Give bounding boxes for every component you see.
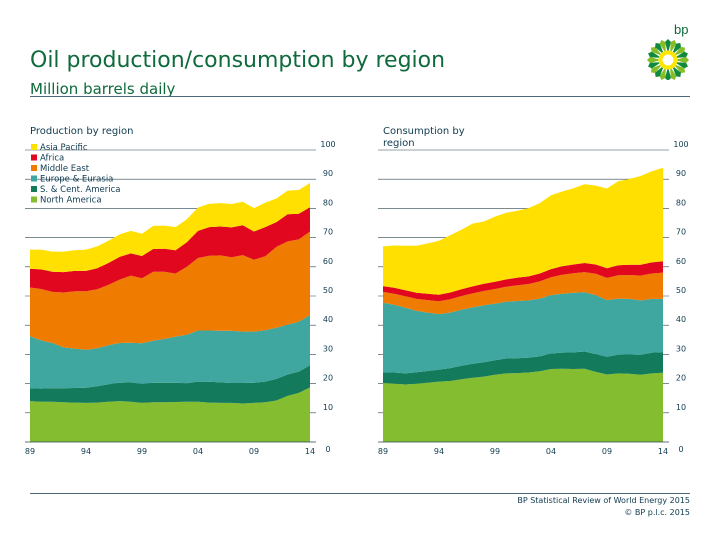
production-ytick-label: 10 [323, 403, 333, 412]
production-area-s-cent-america [30, 365, 310, 404]
consumption-xtick-label: 99 [490, 447, 500, 456]
production-area-africa [30, 207, 310, 293]
bp-helios-logo: bp [647, 22, 689, 80]
logo-petal [672, 65, 682, 77]
footer-source: BP Statistical Review of World Energy 20… [517, 496, 690, 505]
production-legend-swatch-africa [31, 154, 37, 161]
footer-copyright: © BP p.l.c. 2015 [624, 508, 690, 517]
consumption-ytick-label: 30 [676, 344, 686, 353]
production-ytick-label: 60 [323, 257, 333, 266]
production-xtick-label: 14 [305, 447, 315, 456]
production-legend-label-middle-east: Middle East [40, 164, 90, 174]
logo-petal [670, 66, 677, 80]
consumption-ytick-label: 0 [678, 445, 683, 454]
production-area-europe-eurasia [30, 315, 310, 389]
production-xtick-label: 89 [25, 447, 35, 456]
production-ytick-label: 20 [323, 374, 333, 383]
production-panel-title: Production by region [30, 126, 134, 137]
production-ytick-label: 70 [323, 228, 333, 237]
production-xtick-label: 99 [137, 447, 147, 456]
production-xtick-label: 04 [193, 447, 203, 456]
consumption-panel-title: Consumption by region [383, 126, 465, 149]
logo-petal [665, 39, 671, 53]
logo-petal [665, 67, 671, 80]
footer-divider [30, 493, 690, 494]
logo-petal [659, 66, 666, 80]
consumption-xtick-label: 14 [658, 447, 668, 456]
production-legend-swatch-asia-pacific [31, 144, 37, 150]
consumption-area-north-america [383, 368, 663, 442]
logo-petal [648, 51, 662, 58]
production-ytick-label: 50 [323, 286, 333, 295]
logo-petal [670, 40, 677, 54]
logo-petal [659, 40, 666, 54]
production-ytick-label: 100 [320, 140, 335, 149]
consumption-ytick-label: 60 [676, 257, 686, 266]
production-ytick-label: 40 [323, 315, 333, 324]
production-legend-label-north-america: North America [40, 196, 102, 206]
consumption-ytick-label: 50 [676, 286, 686, 295]
production-area-north-america [30, 387, 310, 442]
logo-petal [654, 65, 664, 77]
consumption-area-europe-eurasia [383, 292, 663, 374]
production-ytick-label: 90 [323, 169, 333, 178]
logo-petal [675, 57, 689, 63]
consumption-area-africa [383, 261, 663, 302]
production-ytick-label: 0 [325, 445, 330, 454]
production-xtick-label: 94 [81, 447, 91, 456]
production-xtick-label: 09 [249, 447, 259, 456]
production-legend-label-s-cent-america: S. & Cent. America [40, 185, 120, 195]
logo-petal [651, 46, 663, 56]
consumption-xtick-label: 09 [602, 447, 612, 456]
consumption-ytick-label: 90 [676, 169, 686, 178]
consumption-ytick-label: 40 [676, 315, 686, 324]
consumption-xtick-label: 89 [378, 447, 388, 456]
consumption-xtick-label: 04 [546, 447, 556, 456]
consumption-area-middle-east [383, 272, 663, 315]
consumption-ytick-label: 80 [676, 198, 686, 207]
header-divider [30, 96, 690, 97]
production-legend-label-africa: Africa [40, 154, 64, 164]
page-title: Oil production/consumption by region [30, 48, 446, 73]
logo-petal [673, 46, 685, 56]
logo-petal [674, 62, 688, 69]
production-chart: 0 10 20 30 40 50 60 70 80 90 100 89 94 99 04 09 14 Asia P… [25, 140, 336, 456]
production-legend-swatch-europe-eurasia [31, 175, 37, 182]
logo-center [662, 54, 674, 66]
logo-petal [647, 57, 661, 63]
consumption-ytick-label: 20 [676, 374, 686, 383]
production-legend-swatch-s-cent-america [31, 186, 37, 192]
consumption-area-s-cent-america [383, 351, 663, 385]
logo-petal [674, 51, 688, 58]
production-legend-label-europe-eurasia: Europe & Eurasia [40, 175, 113, 185]
production-ytick-label: 30 [323, 344, 333, 353]
consumption-ytick-label: 100 [673, 140, 688, 149]
consumption-ytick-label: 10 [676, 403, 686, 412]
production-ytick-label: 80 [323, 198, 333, 207]
logo-petal [672, 43, 682, 55]
production-area-asia-pacific [30, 183, 310, 273]
page-subtitle: Million barrels daily [30, 80, 176, 98]
logo-petal [648, 62, 662, 69]
production-legend-label-asia-pacific: Asia Pacific [40, 143, 88, 153]
production-legend-swatch-middle-east [31, 165, 37, 171]
consumption-ytick-label: 70 [676, 228, 686, 237]
logo-petal [673, 64, 685, 74]
logo-petal [651, 64, 663, 74]
bp-logo-text: bp [674, 22, 688, 37]
logo-petal [654, 43, 664, 55]
production-legend-swatch-north-america [31, 196, 37, 203]
consumption-area-asia-pacific [383, 167, 663, 295]
consumption-chart: 0 10 20 30 40 50 60 70 80 90 100 89 94 99 04 09 14 [378, 140, 689, 456]
production-area-middle-east [30, 231, 310, 350]
consumption-xtick-label: 94 [434, 447, 444, 456]
